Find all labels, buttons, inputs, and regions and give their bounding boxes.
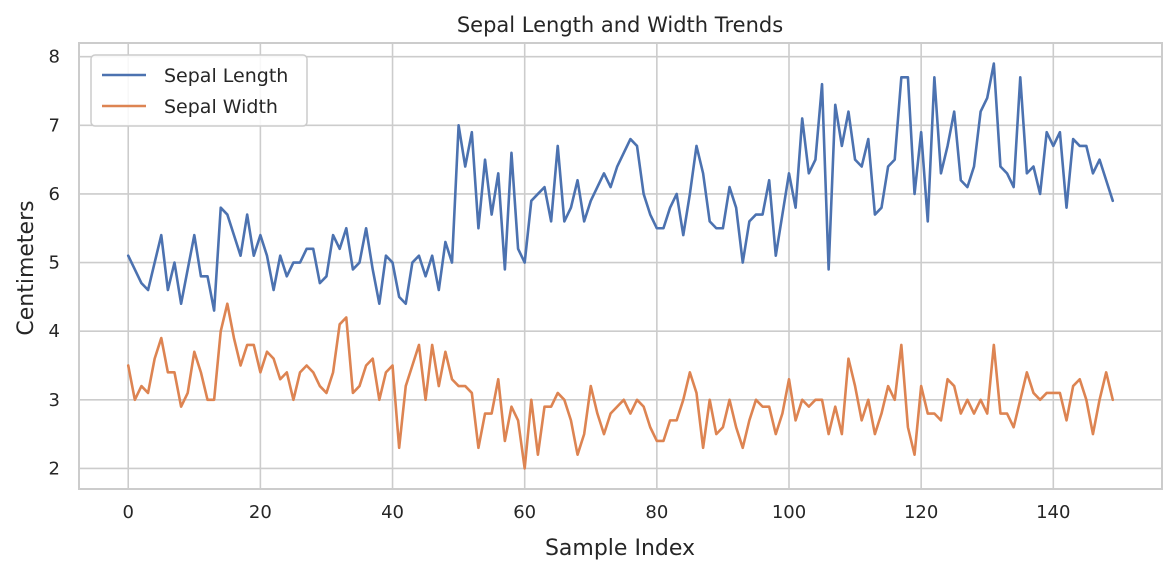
- legend: Sepal Length Sepal Width: [90, 54, 308, 127]
- legend-label: Sepal Length: [164, 65, 288, 87]
- y-tick-label: 5: [49, 253, 60, 274]
- y-axis-label: Centimeters: [14, 200, 39, 335]
- x-tick-label: 20: [249, 502, 272, 523]
- x-tick-label: 100: [772, 502, 806, 523]
- y-tick-label: 6: [49, 184, 60, 205]
- x-tick-label: 120: [904, 502, 938, 523]
- x-tick-label: 80: [645, 502, 668, 523]
- legend-label: Sepal Width: [164, 96, 278, 118]
- x-tick-label: 0: [123, 502, 134, 523]
- y-tick-label: 7: [49, 115, 60, 136]
- y-tick-label: 3: [49, 390, 60, 411]
- y-tick-label: 4: [49, 321, 60, 342]
- tick-labels: 0 20 40 60 80 100 120 140 2 3 4 5 6 7 8: [49, 47, 1071, 523]
- series-line-sepal-width: [126, 302, 1115, 470]
- x-tick-label: 140: [1036, 502, 1070, 523]
- chart-title: Sepal Length and Width Trends: [457, 13, 783, 37]
- x-tick-label: 40: [381, 502, 404, 523]
- series-line-sepal-length: [126, 62, 1115, 312]
- y-tick-label: 8: [49, 47, 60, 68]
- x-axis-label: Sample Index: [545, 536, 695, 561]
- legend-box: [90, 54, 308, 127]
- plot-frame: [78, 42, 1163, 490]
- y-tick-label: 2: [49, 458, 60, 479]
- x-tick-label: 60: [513, 502, 536, 523]
- series-lines: [126, 62, 1115, 470]
